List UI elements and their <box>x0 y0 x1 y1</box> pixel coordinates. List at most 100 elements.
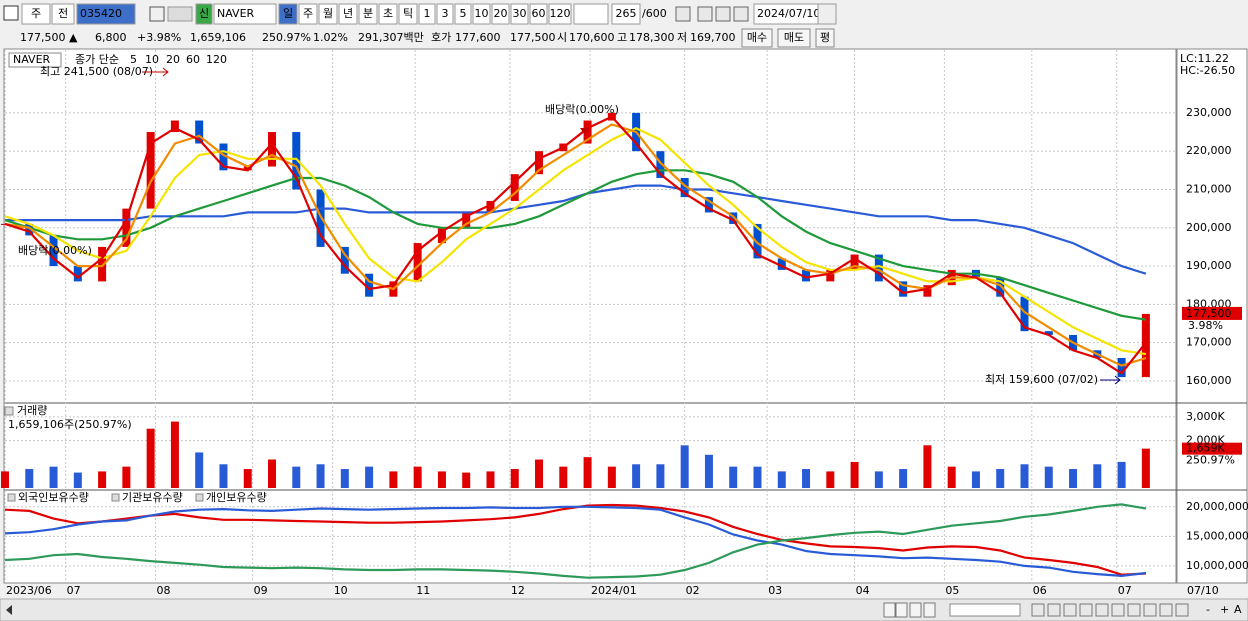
interval-button-box[interactable] <box>436 3 454 25</box>
legend-item[interactable]: 5 <box>130 53 137 66</box>
view-icon[interactable] <box>1111 603 1125 617</box>
y-tick-label: 220,000 <box>1186 144 1232 157</box>
trade-avg[interactable]: 평 <box>820 31 830 44</box>
interval-button[interactable]: 120 <box>550 7 571 20</box>
candle <box>583 120 592 144</box>
period-button[interactable]: 분 <box>363 7 373 20</box>
interval-button[interactable]: 30 <box>513 7 527 20</box>
view-icon[interactable] <box>1127 603 1141 617</box>
legend-item[interactable]: 60 <box>186 53 200 66</box>
scrollbar[interactable] <box>0 598 1248 621</box>
interval-button-box[interactable] <box>491 3 510 25</box>
empty-select[interactable] <box>573 3 609 25</box>
interval-button-box[interactable] <box>548 3 572 25</box>
view-icon[interactable] <box>1143 603 1157 617</box>
scroll-button[interactable] <box>909 602 922 618</box>
y-tick-label: 170,000 <box>1186 336 1232 349</box>
interval-button-box[interactable] <box>472 3 491 25</box>
code-input-box[interactable] <box>76 3 136 25</box>
prev[interactable]: 전 <box>58 7 68 20</box>
zoom-button[interactable]: - <box>1206 603 1210 616</box>
view-icon[interactable] <box>1063 603 1077 617</box>
period-button-box[interactable] <box>298 3 318 25</box>
scroll-left[interactable] <box>6 605 12 615</box>
legend-item[interactable]: 10 <box>145 53 159 66</box>
lc-label: LC:11.22 <box>1180 52 1229 65</box>
period-button-box[interactable] <box>318 3 338 25</box>
candle <box>535 151 544 175</box>
zoom-button[interactable]: A <box>1234 603 1242 616</box>
scroll-button[interactable] <box>883 602 896 618</box>
view-icon[interactable] <box>1031 603 1045 617</box>
trade-button[interactable] <box>777 28 811 48</box>
tool-icon[interactable] <box>697 6 713 22</box>
name-input-box[interactable] <box>213 3 277 25</box>
period-button[interactable]: 년 <box>343 7 353 20</box>
period-button[interactable]: 월 <box>323 7 333 20</box>
legend-item[interactable]: 20 <box>166 53 180 66</box>
panel-title: 거래량 <box>17 404 47 417</box>
tool-icon[interactable] <box>675 6 691 22</box>
interval-button[interactable]: 20 <box>494 7 508 20</box>
menu-icon[interactable] <box>3 5 19 21</box>
candle <box>753 223 762 259</box>
interval-button[interactable]: 10 <box>475 7 489 20</box>
interval-button[interactable]: 5 <box>460 7 467 20</box>
period-button[interactable]: 초 <box>383 7 393 20</box>
count-input-box[interactable] <box>611 3 641 25</box>
legend-item[interactable]: 120 <box>206 53 227 66</box>
interval-button-box[interactable] <box>529 3 548 25</box>
date-dropdown[interactable] <box>817 3 837 25</box>
volume-bar <box>268 459 277 488</box>
scroll-button[interactable] <box>895 602 908 618</box>
trade-button[interactable] <box>741 28 773 48</box>
interval-button-box[interactable] <box>510 3 529 25</box>
interval-button-box[interactable] <box>418 3 436 25</box>
view-icon[interactable] <box>1095 603 1109 617</box>
new-badge-box[interactable] <box>195 3 213 25</box>
period-button[interactable]: 주 <box>303 7 313 20</box>
legend-item[interactable]: 외국인보유수량 <box>18 491 89 504</box>
period-button[interactable]: 틱 <box>403 7 413 20</box>
period-button-box[interactable] <box>338 3 358 25</box>
interval-button-box[interactable] <box>454 3 472 25</box>
hc-label: HC:-26.50 <box>1180 64 1235 77</box>
scroll-button[interactable] <box>923 602 936 618</box>
name-input[interactable]: NAVER <box>217 7 255 20</box>
tool-icon[interactable] <box>733 6 749 22</box>
date-input[interactable]: 2024/07/10 <box>757 7 820 20</box>
market-box[interactable] <box>21 3 51 25</box>
search-icon[interactable] <box>149 6 165 22</box>
scroll-thumb[interactable] <box>949 603 1021 617</box>
y-tick-label: 15,000,000 <box>1186 529 1248 542</box>
view-icon[interactable] <box>1159 603 1173 617</box>
period-button-box[interactable] <box>378 3 398 25</box>
new-badge[interactable]: 신 <box>199 7 209 20</box>
legend-label: 종가 단순 <box>75 53 119 66</box>
market[interactable]: 주 <box>31 7 41 20</box>
period-button-box[interactable] <box>358 3 378 25</box>
legend-item[interactable]: 개인보유수량 <box>206 491 267 504</box>
code-input[interactable]: 035420 <box>80 7 122 20</box>
interval-button[interactable]: 3 <box>442 7 449 20</box>
volume-bar <box>340 469 349 488</box>
x-tick-label: 08 <box>156 584 170 597</box>
zoom-button[interactable]: + <box>1220 603 1229 616</box>
sound-icon[interactable] <box>167 6 193 22</box>
prev-box[interactable] <box>51 3 75 25</box>
view-icon[interactable] <box>1175 603 1189 617</box>
tool-icon[interactable] <box>715 6 731 22</box>
view-icon[interactable] <box>1079 603 1093 617</box>
trade-button[interactable] <box>815 28 835 48</box>
trade-buy[interactable]: 매수 <box>747 31 767 44</box>
interval-button[interactable]: 60 <box>532 7 546 20</box>
period-button[interactable]: 일 <box>283 6 293 20</box>
view-icon[interactable] <box>1047 603 1061 617</box>
interval-button[interactable]: 1 <box>424 7 431 20</box>
legend-item[interactable]: 기관보유수량 <box>122 491 183 504</box>
trade-sell[interactable]: 매도 <box>784 31 804 44</box>
count-input[interactable]: 265 <box>616 7 637 20</box>
quote-volume: 1,659,106 <box>190 31 246 44</box>
period-button-box[interactable] <box>278 3 298 25</box>
period-button-box[interactable] <box>398 3 418 25</box>
